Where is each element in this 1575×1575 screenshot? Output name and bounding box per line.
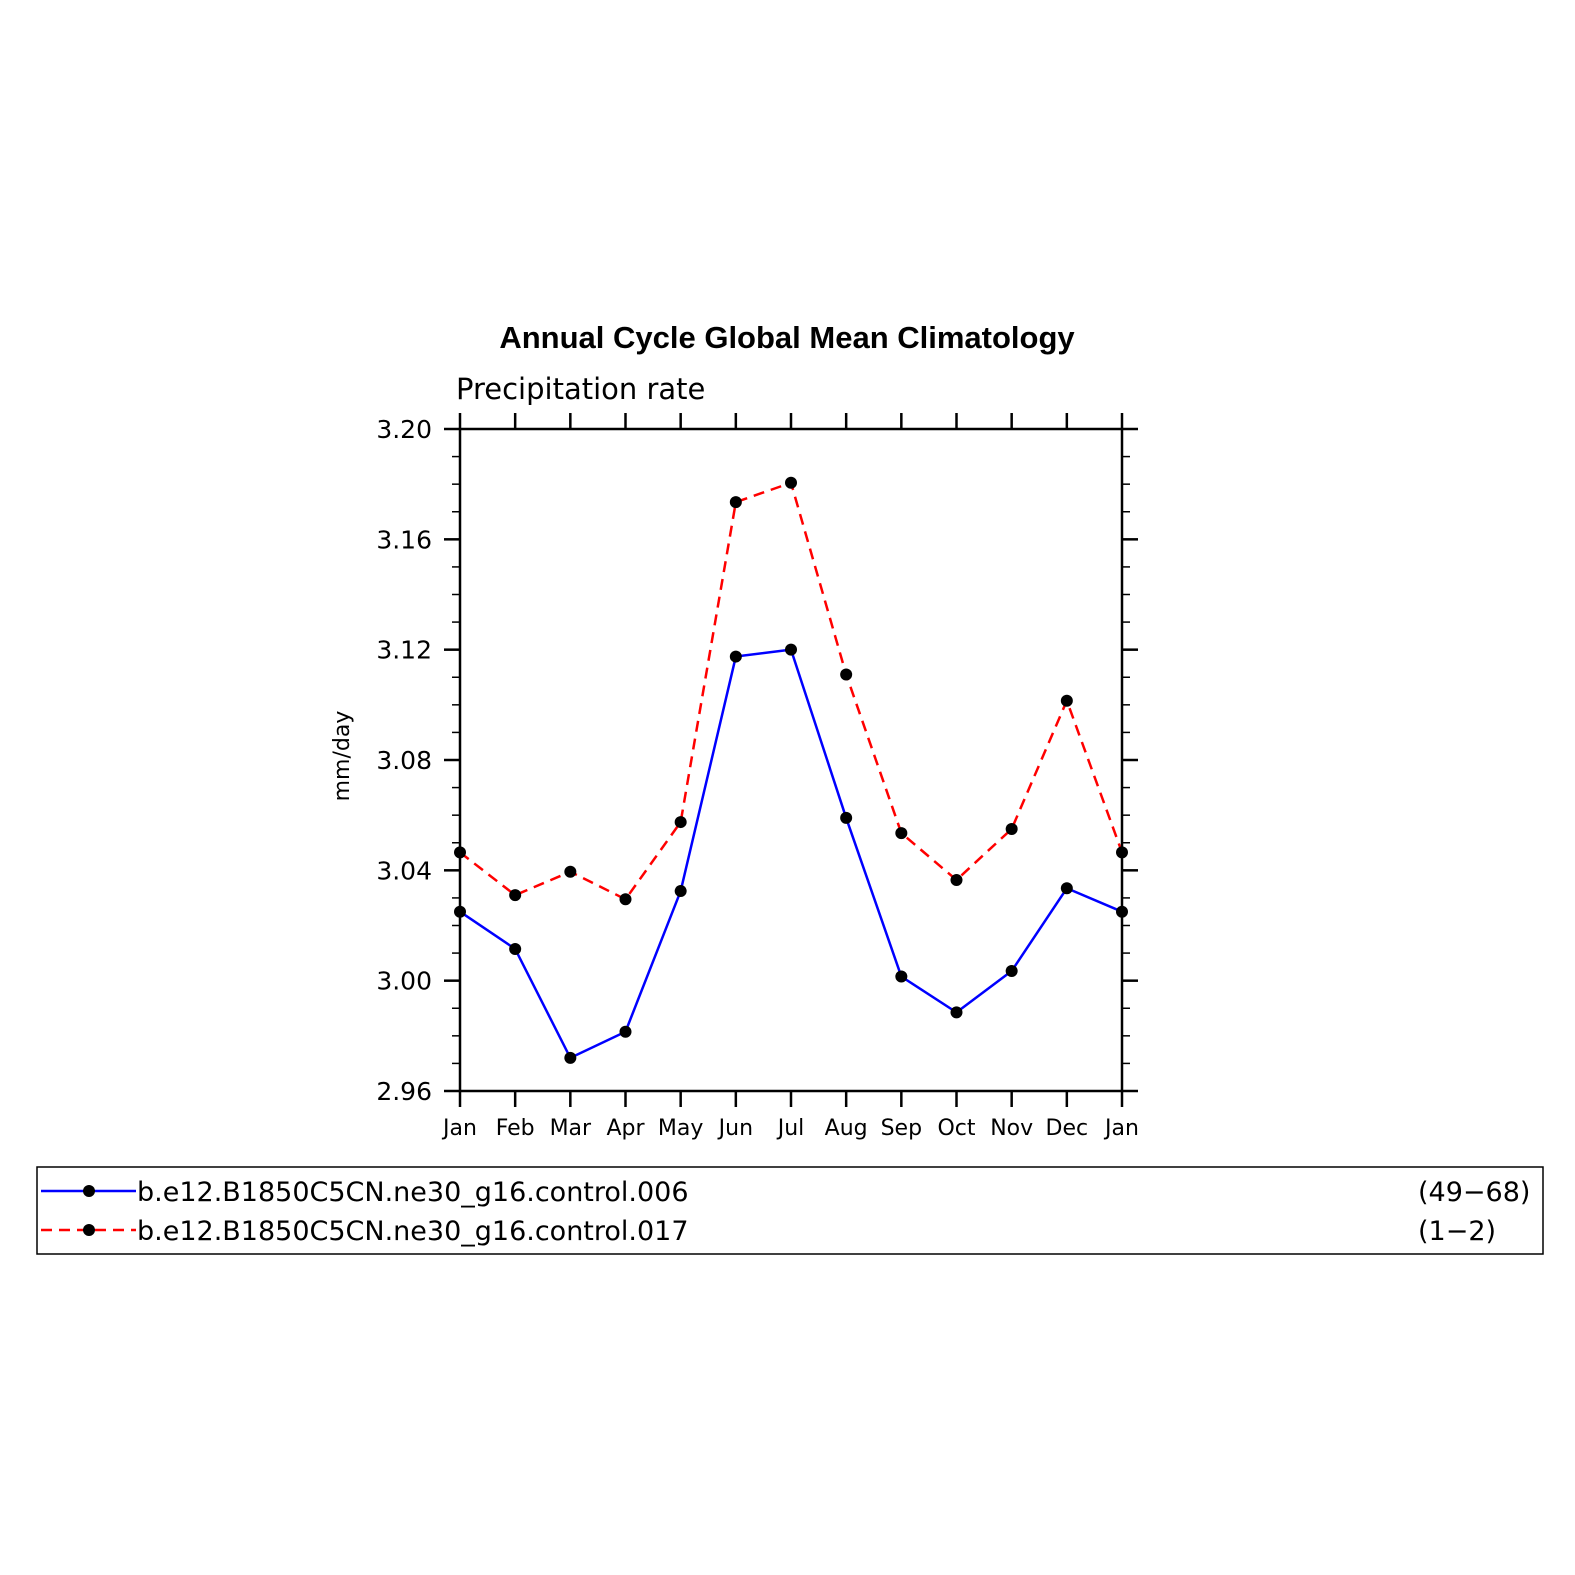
legend: b.e12.B1850C5CN.ne30_g16.control.006 (49−… bbox=[36, 1166, 1544, 1255]
x-tick-label: Apr bbox=[606, 1116, 645, 1141]
y-tick-label: 3.08 bbox=[376, 746, 432, 775]
y-tick-label: 3.12 bbox=[376, 636, 432, 665]
data-point-series-2 bbox=[950, 873, 963, 886]
data-point-series-2 bbox=[1005, 822, 1018, 835]
data-point-series-2 bbox=[564, 865, 577, 878]
legend-label-2: b.e12.B1850C5CN.ne30_g16.control.017 bbox=[137, 1216, 689, 1247]
data-point-series-1 bbox=[674, 885, 687, 898]
data-point-series-2 bbox=[729, 496, 742, 509]
y-tick-label: 3.20 bbox=[376, 415, 432, 444]
data-point-series-2 bbox=[840, 668, 853, 681]
x-tick-label: Jan bbox=[441, 1116, 477, 1141]
series-group bbox=[454, 476, 1128, 1064]
data-point-series-1 bbox=[950, 1006, 963, 1019]
series-line-1 bbox=[459, 648, 1123, 1060]
legend-label-1: b.e12.B1850C5CN.ne30_g16.control.006 bbox=[137, 1177, 689, 1208]
data-point-series-1 bbox=[785, 643, 797, 656]
y-tick-label: 3.00 bbox=[376, 967, 432, 996]
legend-marker-2 bbox=[83, 1224, 95, 1236]
data-point-series-1 bbox=[564, 1051, 577, 1064]
x-tick-label: Jun bbox=[717, 1116, 753, 1141]
y-tick-label: 3.16 bbox=[376, 525, 432, 554]
x-tick-label: Oct bbox=[937, 1116, 975, 1141]
y-tick-label: 2.96 bbox=[376, 1077, 432, 1106]
legend-years-1: (49−68) bbox=[1418, 1177, 1530, 1208]
x-tick-label: Nov bbox=[990, 1116, 1033, 1141]
axis-ticks bbox=[444, 413, 1138, 1107]
x-tick-label: Aug bbox=[825, 1116, 868, 1141]
legend-marker-1 bbox=[83, 1185, 95, 1197]
y-tick-label: 3.04 bbox=[376, 856, 432, 885]
x-tick-label: Jan bbox=[1103, 1116, 1139, 1141]
data-point-series-2 bbox=[509, 889, 522, 902]
data-point-series-1 bbox=[1060, 882, 1073, 895]
data-point-series-1 bbox=[729, 650, 742, 663]
data-point-series-2 bbox=[1060, 694, 1073, 707]
x-tick-label: Dec bbox=[1046, 1116, 1089, 1141]
data-point-series-2 bbox=[619, 893, 632, 906]
y-tick-labels: 2.96 3.00 3.04 3.08 3.12 3.16 3.20 bbox=[376, 415, 432, 1106]
x-tick-label: Feb bbox=[496, 1116, 535, 1141]
data-point-series-2 bbox=[674, 816, 687, 829]
series-line-2 bbox=[459, 481, 1124, 901]
data-point-series-1 bbox=[619, 1025, 632, 1038]
data-point-series-2 bbox=[895, 827, 908, 840]
legend-box bbox=[36, 1166, 1544, 1255]
legend-entries: b.e12.B1850C5CN.ne30_g16.control.006 (49−… bbox=[41, 1177, 1530, 1247]
y-axis-label: mm/day bbox=[330, 711, 355, 802]
data-point-series-1 bbox=[895, 970, 908, 983]
chart-title: Annual Cycle Global Mean Climatology bbox=[499, 320, 1075, 355]
data-point-series-2 bbox=[785, 476, 797, 489]
legend-years-2: (1−2) bbox=[1418, 1216, 1496, 1247]
x-tick-label: Mar bbox=[550, 1116, 592, 1141]
x-tick-labels: Jan Feb Mar Apr May Jun Jul Aug Sep Oct Nov Dec Jan bbox=[441, 1116, 1139, 1141]
data-point-series-1 bbox=[509, 942, 522, 955]
data-point-series-1 bbox=[840, 811, 853, 824]
x-tick-label: Sep bbox=[881, 1116, 922, 1141]
data-point-series-1 bbox=[1005, 965, 1018, 978]
x-tick-label: May bbox=[658, 1116, 703, 1141]
plot-frame bbox=[458, 427, 1124, 1093]
x-tick-label: Jul bbox=[776, 1116, 805, 1141]
chart-subtitle: Precipitation rate bbox=[456, 372, 705, 406]
